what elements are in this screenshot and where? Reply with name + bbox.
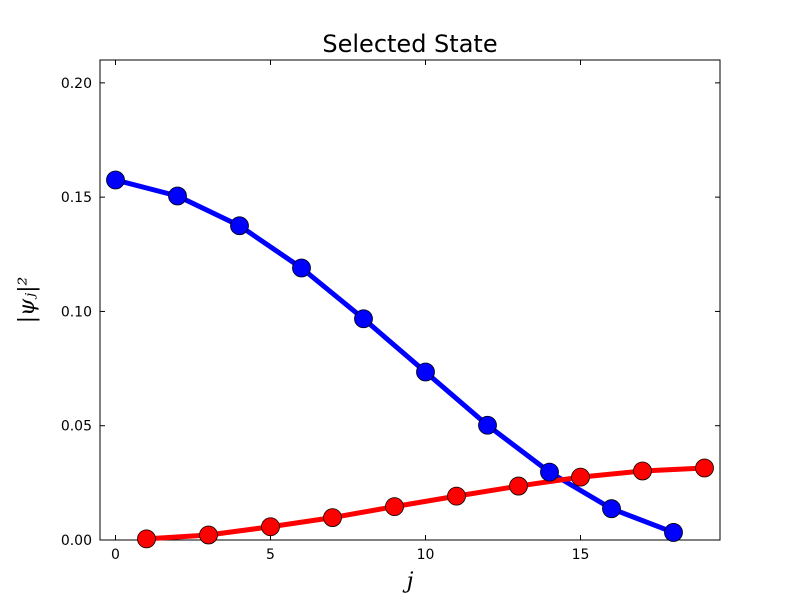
series-1-point (323, 508, 342, 527)
series-1-point (261, 517, 280, 537)
series-1-point (385, 497, 404, 517)
series-1-point (695, 458, 714, 478)
series-0-point (664, 523, 683, 542)
y-tick-label: 0.10 (61, 304, 92, 320)
y-tick-label: 0.05 (61, 419, 92, 435)
series-1-point (447, 486, 466, 506)
series-0-line (113, 177, 676, 535)
x-tick-label: 0 (111, 547, 120, 563)
series-1-point (199, 525, 218, 545)
series-0-point (354, 309, 373, 329)
x-tick-label: 5 (266, 547, 275, 563)
series-1-point (137, 529, 156, 549)
y-tick-label: 0.00 (61, 533, 92, 549)
series-0-point (540, 462, 559, 482)
series-1-line (144, 465, 707, 542)
series-0-point (230, 216, 249, 236)
series-1-point (509, 476, 528, 496)
y-axis-label: |ψⱼ|² (15, 277, 40, 324)
series-0-point (478, 415, 497, 435)
series-1-point (633, 461, 652, 481)
x-tick-label: 10 (417, 547, 435, 563)
chart-title: Selected State (322, 30, 497, 58)
plot-area: 0 5 10 15 0.00 0.05 0.10 0.15 0.20 (61, 59, 721, 563)
plot-frame (99, 59, 721, 541)
series-0-point (292, 258, 311, 278)
series-0-point (416, 362, 435, 382)
series-1-point (571, 467, 590, 487)
y-tick-label: 0.15 (61, 190, 92, 206)
series-0-point (602, 499, 621, 519)
x-tick-label: 15 (572, 547, 590, 563)
y-tick-label: 0.20 (61, 76, 92, 92)
series-0-point (168, 186, 187, 206)
series-0-point (106, 170, 125, 190)
